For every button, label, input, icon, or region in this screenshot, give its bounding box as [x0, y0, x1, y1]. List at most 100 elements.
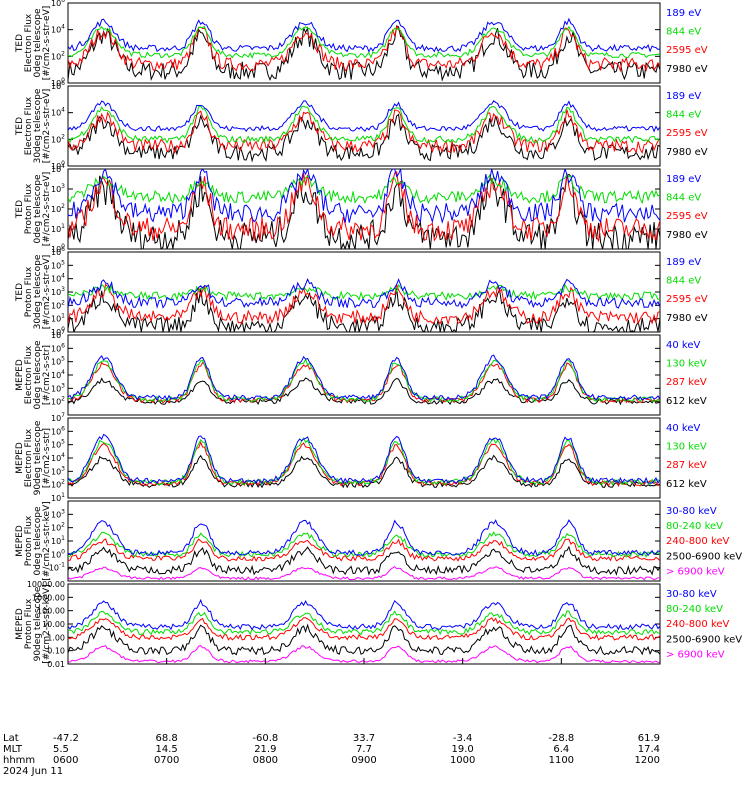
legend-entry: 240-800 keV — [666, 619, 730, 630]
y-axis-label-line: MEPED — [15, 359, 25, 391]
y-tick-label: 103 — [51, 465, 65, 476]
panel-7: 10-1 100 101 102 103 MEPED Proton Flux 0deg tel… — [15, 500, 742, 582]
x-tick-label: 21.9 — [254, 744, 276, 755]
series-line — [68, 113, 660, 163]
y-tick-label: 1.00 — [47, 633, 65, 642]
y-axis-label-line: Proton Flux — [24, 598, 34, 649]
y-axis-label-line: 0deg telescope — [33, 8, 43, 78]
series-line — [68, 437, 660, 486]
x-tick-label: 14.5 — [156, 744, 178, 755]
legend-entry: 612 keV — [666, 396, 707, 407]
y-tick-label: 101 — [51, 223, 65, 234]
legend-entry: 287 keV — [666, 460, 707, 471]
y-axis-label-line: TED — [15, 117, 25, 136]
series-line — [68, 25, 660, 59]
x-tick-label: 61.9 — [638, 733, 660, 744]
legend-entry: 2500-6900 keV — [666, 551, 742, 562]
y-tick-label: 104 — [51, 452, 65, 463]
legend-entry: 240-800 keV — [666, 536, 730, 547]
legend-entry: 40 keV — [666, 423, 700, 434]
x-tick-label: 0900 — [351, 755, 376, 766]
y-axis-label-line: [#/cm2-s-str] — [42, 428, 52, 488]
series-line — [68, 283, 660, 302]
y-axis-label-line: 30deg telescope — [33, 254, 43, 329]
legend-entry: 80-240 keV — [666, 521, 723, 532]
panel-4: 100 101 102 103 104 105 106 TED Proton Flux 30deg… — [15, 246, 708, 337]
legend-entry: 189 eV — [666, 91, 701, 102]
y-tick-label: 106 — [51, 342, 65, 353]
x-tick-label: 0700 — [154, 755, 179, 766]
panel-frame — [67, 2, 661, 84]
series-line — [68, 358, 660, 403]
series-line — [68, 24, 660, 73]
y-axis-label-line: [#/cm2-s-str-eV] — [42, 172, 52, 247]
y-tick-label: 104 — [51, 273, 65, 284]
legend-entry: 2595 eV — [666, 45, 708, 56]
series-line — [68, 171, 660, 243]
y-tick-label: 106 — [51, 425, 65, 436]
series-line — [68, 100, 660, 133]
y-tick-label: 102 — [51, 50, 65, 61]
x-tick-label: 19.0 — [452, 744, 474, 755]
y-axis-label-line: Electron Flux — [24, 428, 34, 487]
y-tick-label: 10000.00 — [27, 580, 65, 589]
y-tick-label: 102 — [51, 203, 65, 214]
x-tick-label: -47.2 — [53, 733, 79, 744]
x-tick-label: 33.7 — [353, 733, 375, 744]
y-axis-label-line: TED — [15, 200, 25, 219]
series-line — [68, 109, 660, 155]
y-tick-label: 107 — [51, 412, 65, 423]
y-tick-label: 0.10 — [47, 647, 65, 656]
y-axis-label-line: 30deg telescope — [33, 88, 43, 163]
legend-entry: 30-80 keV — [666, 589, 717, 600]
legend-entry: 2595 eV — [666, 128, 708, 139]
y-tick-label: 103 — [51, 382, 65, 393]
y-axis-label-line: [#/cm2-s-str-keV] — [42, 584, 52, 663]
legend-entry: 2595 eV — [666, 211, 708, 222]
panel-3: 100 101 102 103 104 TED Proton Flux 0deg telesc… — [15, 163, 708, 254]
legend-entry: 40 keV — [666, 340, 700, 351]
y-axis-label-line: MEPED — [15, 442, 25, 474]
y-tick-label: 104 — [51, 24, 65, 35]
y-axis-label-line: Electron Flux — [24, 96, 34, 155]
x-tick-label: 5.5 — [53, 744, 69, 755]
y-tick-label: 101 — [51, 492, 65, 503]
panel-5: 102 103 104 105 106 107 MEPED Electron Flux 0deg… — [15, 329, 707, 416]
y-axis-label-line: [#/cm2-s-str-eV] — [42, 6, 52, 81]
panel-frame — [67, 85, 661, 167]
y-axis-label-line: Electron Flux — [24, 345, 34, 404]
y-axis-label-line: MEPED — [15, 525, 25, 557]
series-line — [68, 531, 660, 559]
row-label-mlt: MLT — [3, 744, 23, 755]
series-line — [68, 617, 660, 641]
legend-entry: 7980 eV — [666, 313, 708, 324]
x-tick-label: 17.4 — [638, 744, 660, 755]
legend-entry: 844 eV — [666, 276, 701, 287]
y-axis-label-line: [#/cm2-s-str-eV] — [42, 89, 52, 164]
x-tick-label: 1000 — [450, 755, 475, 766]
legend-entry: 80-240 keV — [666, 604, 723, 615]
y-axis-label-line: 0deg telescope — [33, 340, 43, 410]
y-axis-label-line: 0deg telescope — [33, 506, 43, 576]
y-tick-label: 101 — [51, 535, 65, 546]
date-label: 2024 Jun 11 — [3, 766, 63, 777]
series-line — [68, 173, 660, 205]
y-tick-label: 100 — [51, 77, 65, 88]
y-tick-label: 102 — [51, 479, 65, 490]
y-tick-label: 1000.00 — [32, 593, 65, 602]
legend-entry: 7980 eV — [666, 147, 708, 158]
y-axis-label-line: 90deg telescope — [33, 586, 43, 661]
series-line — [68, 623, 660, 656]
y-axis-label-line: Proton Flux — [24, 183, 34, 234]
legend-entry: 130 keV — [666, 442, 707, 453]
legend-entry: 2595 eV — [666, 294, 708, 305]
y-tick-label: 104 — [51, 163, 65, 174]
legend-entry: 7980 eV — [666, 64, 708, 75]
series-line — [68, 105, 660, 144]
legend-entry: 612 keV — [666, 479, 707, 490]
series-line — [68, 519, 660, 557]
x-tick-label: 68.8 — [156, 733, 178, 744]
x-tick-label: 0600 — [53, 755, 78, 766]
y-tick-label: 104 — [51, 107, 65, 118]
